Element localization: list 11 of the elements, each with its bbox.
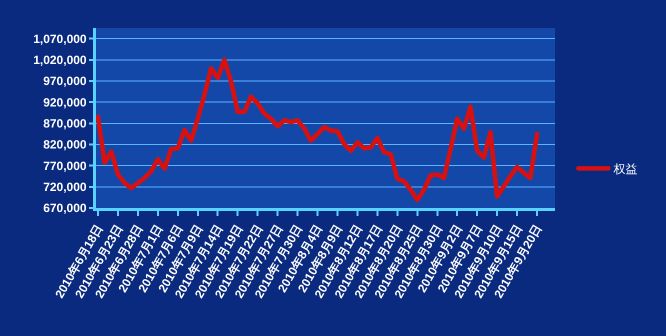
y-tick-label: 820,000 bbox=[43, 138, 87, 152]
y-tick-label: 720,000 bbox=[43, 180, 87, 194]
y-tick-label: 920,000 bbox=[43, 95, 87, 110]
line-series bbox=[96, 58, 540, 202]
y-tick-label: 870,000 bbox=[43, 116, 87, 130]
y-tick-label: 1,070,000 bbox=[33, 32, 87, 46]
legend-label: 权益 bbox=[612, 162, 638, 176]
y-tick-label: 970,000 bbox=[43, 74, 87, 88]
y-tick-label: 670,000 bbox=[43, 201, 87, 216]
y-tick-label: 1,020,000 bbox=[33, 52, 87, 67]
y-tick-label: 770,000 bbox=[43, 158, 87, 173]
